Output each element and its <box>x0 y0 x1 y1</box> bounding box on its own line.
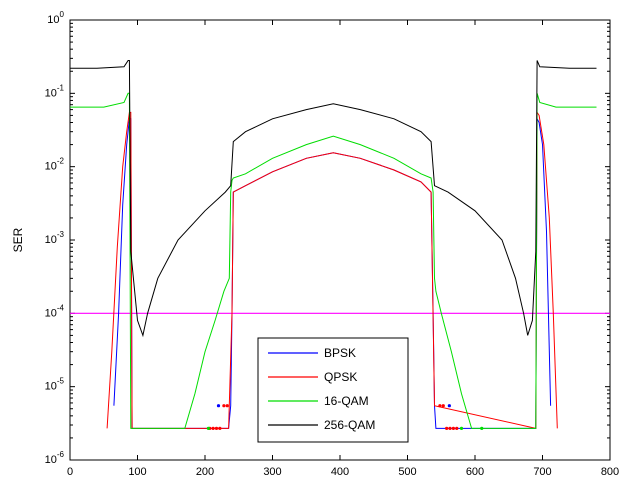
legend-label: 16-QAM <box>324 394 369 408</box>
y-axis-label: SER <box>11 227 25 252</box>
x-tick-label: 800 <box>601 466 619 478</box>
x-tick-label: 500 <box>398 466 416 478</box>
x-tick-label: 300 <box>263 466 281 478</box>
y-tick-label: 10-2 <box>45 157 65 173</box>
marker-point <box>451 426 455 430</box>
marker-point <box>448 426 452 430</box>
marker-point <box>445 426 449 430</box>
legend: BPSK QPSK 16-QAM 256-QAM <box>257 337 409 443</box>
x-tick-label: 100 <box>128 466 146 478</box>
marker-point <box>225 404 229 408</box>
y-tick-label: 10-4 <box>45 303 65 319</box>
marker-point <box>441 404 445 408</box>
legend-label: BPSK <box>324 346 356 360</box>
y-tick-label: 10-5 <box>45 377 65 393</box>
marker-point <box>438 404 442 408</box>
x-tick-label: 600 <box>466 466 484 478</box>
marker-point <box>214 426 219 430</box>
x-tick-label: 0 <box>67 466 73 478</box>
marker-point <box>211 426 215 430</box>
legend-label: QPSK <box>324 370 357 384</box>
marker-point <box>218 426 222 430</box>
y-tick-label: 10-1 <box>45 83 65 99</box>
marker-point <box>455 426 459 430</box>
markers-group <box>206 404 484 430</box>
x-tick-label: 700 <box>533 466 551 478</box>
series-line-qpsk <box>106 110 558 430</box>
x-axis: 0 100 200 300 400 500 600 700 800 <box>67 20 619 478</box>
marker-point <box>447 404 451 408</box>
marker-point <box>216 404 221 408</box>
y-tick-label: 100 <box>47 10 64 26</box>
x-tick-label: 400 <box>331 466 349 478</box>
y-tick-label: 10-3 <box>45 230 65 246</box>
x-tick-label: 200 <box>196 466 214 478</box>
y-tick-label: 10-6 <box>45 450 65 466</box>
marker-point <box>222 404 226 408</box>
series-line-256-qam <box>70 60 597 338</box>
marker-point <box>206 426 210 430</box>
legend-label: 256-QAM <box>324 418 375 432</box>
marker-point <box>480 426 484 430</box>
marker-point <box>459 426 464 430</box>
series-group <box>70 60 597 430</box>
series-line-16-qam <box>70 92 597 429</box>
y-axis: 100 10-1 10-2 10-3 10-4 10-5 10-6 <box>45 10 610 466</box>
